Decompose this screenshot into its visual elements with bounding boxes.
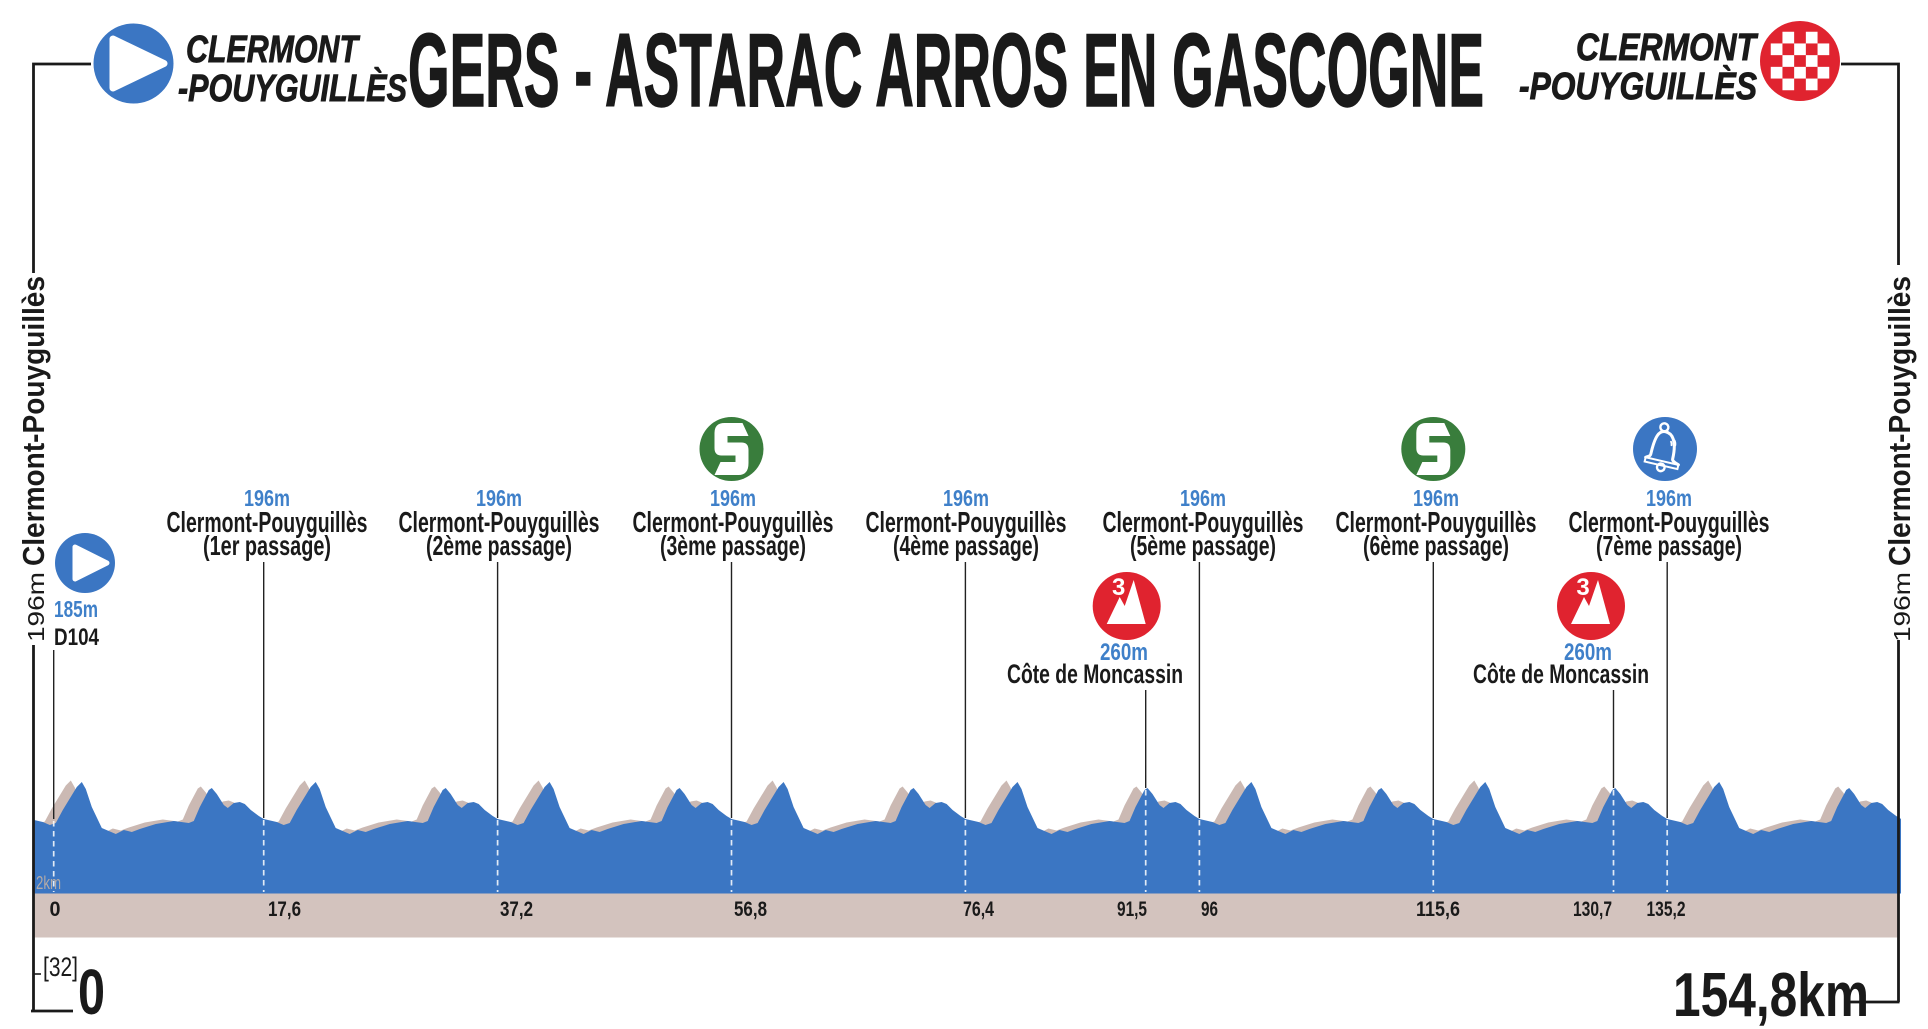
svg-text:Clermont-Pouyguillès: Clermont-Pouyguillès bbox=[1336, 507, 1537, 539]
svg-text:D104: D104 bbox=[54, 624, 100, 651]
svg-text:-POUYGUILLÈS: -POUYGUILLÈS bbox=[178, 66, 407, 110]
svg-text:Clermont-Pouyguillès: Clermont-Pouyguillès bbox=[1103, 507, 1304, 539]
svg-text:Clermont-Pouyguillès: Clermont-Pouyguillès bbox=[1882, 276, 1917, 566]
svg-text:Côte de Moncassin: Côte de Moncassin bbox=[1473, 659, 1649, 689]
svg-text:91,5: 91,5 bbox=[1117, 898, 1147, 921]
svg-text:3: 3 bbox=[1576, 574, 1589, 601]
svg-text:196m: 196m bbox=[710, 485, 756, 511]
svg-text:(5ème passage): (5ème passage) bbox=[1130, 530, 1276, 561]
svg-text:GERS - ASTARAC ARROS EN GASCOG: GERS - ASTARAC ARROS EN GASCOGNE bbox=[408, 13, 1484, 129]
svg-text:130,7: 130,7 bbox=[1573, 898, 1612, 921]
svg-text:(1er passage): (1er passage) bbox=[203, 530, 331, 561]
svg-text:76,4: 76,4 bbox=[963, 898, 994, 921]
svg-text:17,6: 17,6 bbox=[268, 898, 301, 921]
svg-text:115,6: 115,6 bbox=[1416, 898, 1460, 921]
svg-text:260m: 260m bbox=[1564, 639, 1612, 666]
svg-text:[32]: [32] bbox=[43, 952, 78, 982]
svg-text:Clermont-Pouyguillès: Clermont-Pouyguillès bbox=[633, 507, 834, 539]
svg-text:37,2: 37,2 bbox=[500, 898, 533, 921]
svg-text:196m: 196m bbox=[1646, 485, 1692, 511]
svg-text:196m: 196m bbox=[1180, 485, 1226, 511]
svg-text:(4ème passage): (4ème passage) bbox=[893, 530, 1039, 561]
svg-text:260m: 260m bbox=[1100, 639, 1148, 666]
svg-text:0: 0 bbox=[78, 956, 105, 1028]
svg-text:96: 96 bbox=[1201, 898, 1218, 921]
svg-text:196m: 196m bbox=[244, 485, 290, 511]
svg-text:(3ème passage): (3ème passage) bbox=[660, 530, 806, 561]
svg-text:56,8: 56,8 bbox=[734, 898, 767, 921]
svg-text:(2ème passage): (2ème passage) bbox=[426, 530, 572, 561]
svg-text:196m: 196m bbox=[1413, 485, 1459, 511]
svg-text:196m: 196m bbox=[943, 485, 989, 511]
svg-text:Clermont-Pouyguillès: Clermont-Pouyguillès bbox=[399, 507, 600, 539]
svg-text:(7ème passage): (7ème passage) bbox=[1596, 530, 1742, 561]
svg-text:Clermont-Pouyguillès: Clermont-Pouyguillès bbox=[16, 276, 51, 566]
svg-text:154,8km: 154,8km bbox=[1673, 961, 1869, 1029]
svg-text:Clermont-Pouyguillès: Clermont-Pouyguillès bbox=[1569, 507, 1770, 539]
svg-text:CLERMONT: CLERMONT bbox=[186, 29, 360, 71]
svg-text:135,2: 135,2 bbox=[1647, 898, 1686, 921]
svg-text:CLERMONT: CLERMONT bbox=[1576, 27, 1758, 69]
svg-text:Clermont-Pouyguillès: Clermont-Pouyguillès bbox=[167, 507, 368, 539]
svg-text:0: 0 bbox=[50, 898, 61, 921]
svg-text:2km: 2km bbox=[36, 873, 61, 893]
svg-text:196m: 196m bbox=[23, 572, 49, 642]
svg-text:-POUYGUILLÈS: -POUYGUILLÈS bbox=[1519, 64, 1757, 108]
svg-text:196m: 196m bbox=[1889, 572, 1915, 642]
svg-text:Côte de Moncassin: Côte de Moncassin bbox=[1007, 659, 1183, 689]
svg-text:196m: 196m bbox=[476, 485, 522, 511]
svg-text:Clermont-Pouyguillès: Clermont-Pouyguillès bbox=[866, 507, 1067, 539]
svg-text:185m: 185m bbox=[54, 596, 98, 622]
svg-text:(6ème passage): (6ème passage) bbox=[1363, 530, 1509, 561]
svg-text:3: 3 bbox=[1112, 574, 1125, 601]
